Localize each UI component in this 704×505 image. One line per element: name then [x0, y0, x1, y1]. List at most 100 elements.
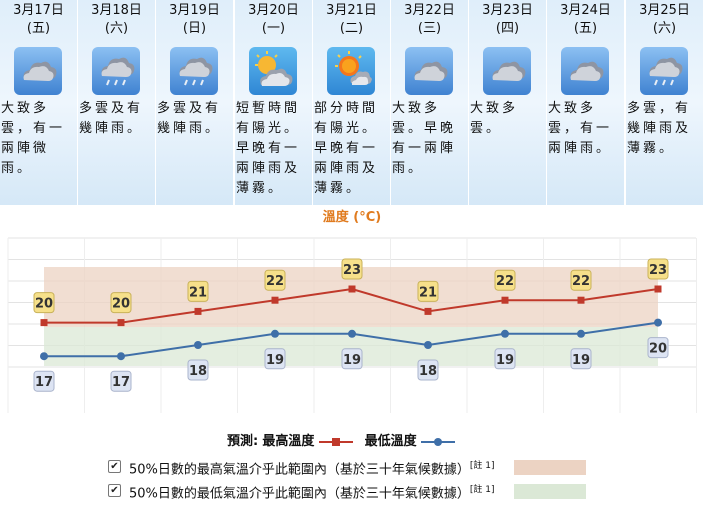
band-min-note[interactable]: [註 1]	[469, 485, 495, 495]
forecast-row: 3月17日 (五) 大致多雲，有一兩陣微雨。 3月18日 (六) 多雲及有幾陣雨。 3月19…	[0, 0, 704, 205]
data-label: 20	[35, 297, 53, 312]
forecast-description: 短暫時間有陽光。早晚有一兩陣雨及薄霧。	[236, 101, 301, 196]
forecast-weekday: (六)	[104, 21, 129, 36]
forecast-description: 多雲及有幾陣雨。	[79, 101, 144, 136]
forecast-weekday: (五)	[573, 21, 598, 36]
data-point	[40, 352, 48, 361]
data-label-bg	[187, 280, 209, 302]
forecast-day: 3月22日 (三) 大致多雲。早晚有一兩陣雨。	[391, 0, 469, 205]
data-label: 18	[419, 364, 437, 379]
forecast-day: 3月25日 (六) 多雲，有幾陣雨及薄霧。	[626, 0, 704, 205]
data-point	[271, 329, 279, 338]
data-label: 17	[112, 375, 130, 390]
forecast-date: 3月18日	[91, 3, 142, 18]
forecast-day: 3月21日 (二) 部分時間有陽光。早晚有一兩陣雨及薄霧。	[313, 0, 391, 205]
band-max-text: 50%日數的最高氣溫介乎此範圍內（基於三十年氣候數據）	[129, 462, 470, 478]
data-label-bg	[417, 359, 439, 381]
band-max-swatch	[514, 460, 586, 475]
data-label: 19	[266, 353, 284, 368]
data-label-bg	[494, 348, 516, 370]
data-label-bg	[33, 370, 55, 392]
cloudy-icon	[405, 47, 453, 95]
forecast-date: 3月20日	[248, 3, 299, 18]
data-label-bg	[264, 348, 286, 370]
forecast-description: 大致多雲，有一兩陣雨。	[548, 101, 613, 156]
legend-min-marker	[420, 437, 455, 446]
band-max-note[interactable]: [註 1]	[469, 461, 495, 471]
data-label: 23	[649, 263, 667, 278]
data-label-bg	[647, 258, 669, 280]
band-min-row: 50%日數的最低氣溫介乎此範圍內（基於三十年氣候數據）[註 1]	[129, 482, 495, 501]
forecast-weekday: (二)	[339, 21, 364, 36]
data-point	[577, 296, 585, 304]
sunny-periods-icon	[249, 47, 297, 95]
rain-icon	[170, 47, 218, 95]
forecast-date: 3月19日	[169, 3, 220, 18]
data-label: 20	[112, 297, 130, 312]
data-point	[654, 318, 662, 327]
cloudy-icon	[561, 47, 609, 95]
forecast-day: 3月18日 (六) 多雲及有幾陣雨。	[78, 0, 156, 205]
series-lines	[40, 285, 662, 361]
data-label: 21	[189, 285, 207, 300]
data-label-bg	[647, 337, 669, 359]
forecast-description: 多雲及有幾陣雨。	[157, 101, 222, 136]
forecast-day: 3月17日 (五) 大致多雲，有一兩陣微雨。	[0, 0, 78, 205]
data-point	[40, 319, 48, 327]
data-label-bg	[570, 269, 592, 291]
rain-icon	[640, 47, 688, 95]
forecast-weekday: (四)	[495, 21, 520, 36]
legend-max-label: 最高溫度	[262, 434, 315, 449]
temperature-chart: 溫度 (°C) 20 20 21 22 23 21 22 22 23 17 17 18 19 19 18 19…	[7, 209, 697, 413]
data-label: 17	[35, 375, 53, 390]
data-point	[194, 307, 202, 315]
series-legend: 預測: 最高溫度 最低溫度	[227, 430, 455, 449]
data-label: 21	[419, 285, 437, 300]
forecast-weekday: (日)	[182, 21, 207, 36]
data-label-bg	[494, 269, 516, 291]
forecast-weekday: (五)	[26, 21, 51, 36]
data-point	[501, 296, 509, 304]
data-point	[194, 341, 202, 349]
band-min-text: 50%日數的最低氣溫介乎此範圍內（基於三十年氣候數據）	[129, 486, 470, 502]
legend-prefix: 預測:	[227, 434, 259, 449]
data-label-bg	[110, 370, 132, 392]
data-label-bg	[341, 348, 363, 370]
forecast-description: 大致多雲。早晚有一兩陣雨。	[392, 101, 457, 176]
data-label-bg	[570, 348, 592, 370]
sun-cloud-icon	[327, 47, 375, 95]
data-label: 19	[343, 353, 361, 368]
data-point	[271, 296, 279, 304]
forecast-date: 3月21日	[326, 3, 377, 18]
data-point	[117, 352, 125, 361]
forecast-description: 大致多雲，有一兩陣微雨。	[1, 101, 66, 176]
band-min-checkbox[interactable]: ✔	[108, 484, 121, 497]
data-label-bg	[187, 359, 209, 381]
band-max-row: 50%日數的最高氣溫介乎此範圍內（基於三十年氣候數據）[註 1]	[129, 458, 495, 477]
band-max-checkbox[interactable]: ✔	[108, 460, 121, 473]
chart-title: 溫度 (°C)	[323, 209, 381, 225]
data-label: 20	[649, 342, 667, 357]
forecast-date: 3月24日	[560, 3, 611, 18]
forecast-date: 3月23日	[482, 3, 533, 18]
data-label: 22	[572, 274, 590, 289]
data-label: 23	[343, 263, 361, 278]
forecast-weekday: (一)	[261, 21, 286, 36]
data-label-bg	[417, 280, 439, 302]
forecast-day: 3月24日 (五) 大致多雲，有一兩陣雨。	[547, 0, 625, 205]
data-label-bg	[33, 292, 55, 314]
forecast-weekday: (六)	[652, 21, 677, 36]
data-label-bg	[341, 258, 363, 280]
data-label: 22	[266, 274, 284, 289]
forecast-weekday: (三)	[417, 21, 442, 36]
legend-min-label: 最低溫度	[364, 434, 417, 449]
data-label: 22	[496, 274, 514, 289]
forecast-date: 3月17日	[13, 3, 64, 18]
forecast-date: 3月25日	[639, 3, 690, 18]
legend-max-marker	[318, 437, 353, 446]
forecast-day: 3月19日 (日) 多雲及有幾陣雨。	[156, 0, 234, 205]
data-point	[501, 329, 509, 338]
forecast-day: 3月20日 (一) 短暫時間有陽光。早晚有一兩陣雨及薄霧。	[235, 0, 313, 205]
cloudy-icon	[483, 47, 531, 95]
forecast-date: 3月22日	[404, 3, 455, 18]
